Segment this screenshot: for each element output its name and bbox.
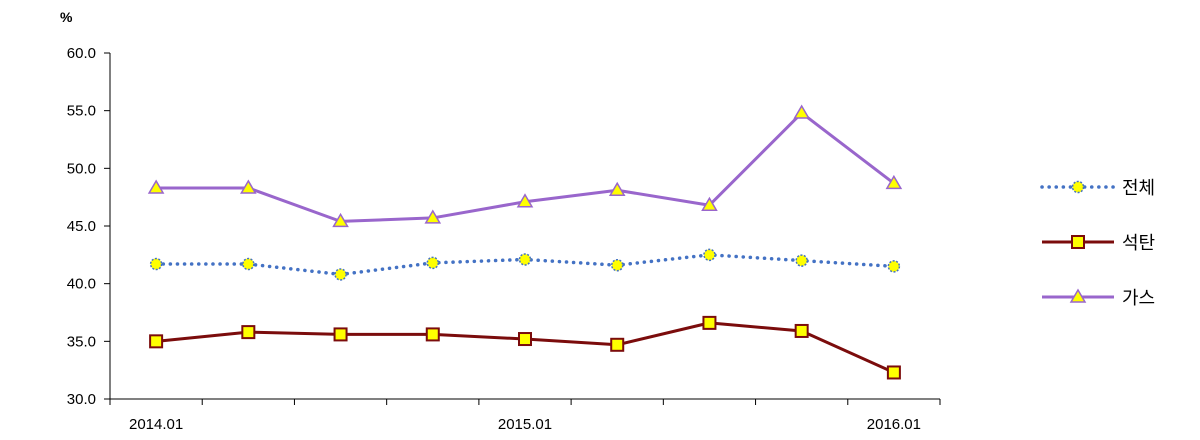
data-point bbox=[149, 257, 163, 271]
y-tick-label: 55.0 bbox=[67, 103, 96, 120]
legend-marker bbox=[1069, 288, 1087, 303]
y-tick-label: 45.0 bbox=[67, 218, 96, 235]
legend-item-전체: 전체 bbox=[1040, 178, 1155, 199]
data-point bbox=[885, 174, 903, 190]
legend-marker bbox=[1071, 235, 1085, 249]
data-point bbox=[610, 258, 624, 272]
data-point bbox=[703, 248, 716, 262]
y-tick-label: 35.0 bbox=[67, 333, 96, 350]
legend-marker bbox=[1071, 180, 1085, 194]
data-point bbox=[332, 212, 349, 228]
data-point bbox=[147, 179, 165, 194]
series-전체 bbox=[149, 248, 901, 281]
data-point bbox=[793, 104, 810, 119]
axes: 30.0 35.0 40.0 45.0 50.0 55.0 60.0 2014.01 2015.… bbox=[67, 45, 941, 433]
legend-label: 가스 bbox=[1122, 288, 1155, 309]
data-point bbox=[794, 323, 809, 338]
y-tick-label: 60.0 bbox=[67, 45, 96, 62]
data-point bbox=[334, 268, 347, 281]
series-석탄 bbox=[149, 315, 901, 380]
data-point bbox=[608, 181, 626, 196]
data-point bbox=[701, 196, 718, 211]
series-layer bbox=[147, 104, 903, 380]
data-point bbox=[610, 337, 625, 352]
series-가스 bbox=[147, 104, 903, 228]
data-point bbox=[240, 179, 257, 194]
series-line bbox=[155, 321, 895, 374]
data-point bbox=[424, 209, 442, 224]
data-point bbox=[425, 327, 440, 342]
y-tick-label: 40.0 bbox=[67, 276, 96, 293]
x-tick-label: 2014.01 bbox=[129, 416, 183, 433]
data-point bbox=[886, 365, 901, 380]
y-tick-label: 50.0 bbox=[67, 160, 96, 177]
data-point bbox=[887, 260, 901, 273]
data-point bbox=[795, 254, 808, 267]
legend-item-석탄: 석탄 bbox=[1042, 233, 1155, 254]
data-point bbox=[241, 325, 256, 340]
data-point bbox=[516, 193, 534, 208]
data-point bbox=[149, 334, 164, 349]
data-point bbox=[518, 332, 532, 347]
data-point bbox=[702, 315, 717, 330]
legend-label: 전체 bbox=[1122, 178, 1155, 199]
data-point bbox=[333, 327, 348, 342]
y-axis-unit: % bbox=[60, 9, 73, 25]
y-tick-label: 30.0 bbox=[67, 391, 96, 408]
data-point bbox=[242, 257, 255, 271]
legend-label: 석탄 bbox=[1122, 233, 1155, 254]
x-tick-label: 2015.01 bbox=[498, 416, 552, 433]
data-point bbox=[426, 256, 440, 270]
x-tick-label: 2016.01 bbox=[867, 416, 921, 433]
data-point bbox=[518, 253, 532, 266]
legend-item-가스: 가스 bbox=[1042, 288, 1155, 309]
